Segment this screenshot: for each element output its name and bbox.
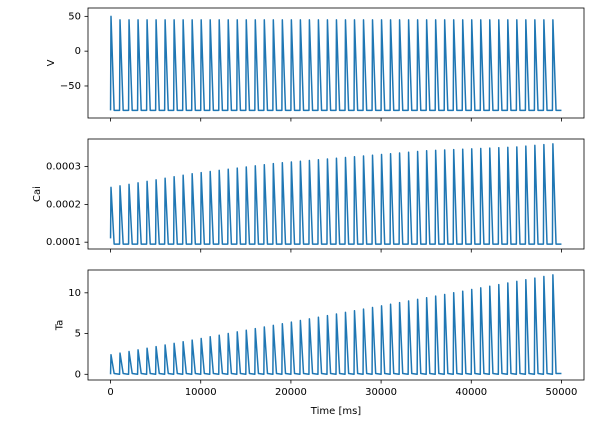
x-tick-label: 50000: [546, 387, 578, 398]
y-tick-label: 5: [75, 329, 81, 340]
x-tick-label: 10000: [185, 387, 217, 398]
x-tick-label: 40000: [455, 387, 487, 398]
y-tick-label: 0.0002: [46, 199, 81, 210]
x-axis-label: Time [ms]: [310, 406, 362, 417]
data-line: [109, 15, 562, 112]
y-tick-label: 0: [75, 369, 81, 380]
y-tick-label: 10: [68, 288, 81, 299]
y-axis-label: Ta: [54, 320, 65, 332]
y-tick-label: 0.0003: [46, 162, 81, 173]
y-tick-label: 0: [75, 46, 81, 57]
y-axis-label: Cai: [32, 186, 43, 202]
data-line: [109, 143, 562, 245]
x-tick-label: 30000: [365, 387, 397, 398]
y-tick-label: 50: [68, 11, 81, 22]
plot-area: [109, 274, 562, 376]
y-tick-label: −50: [60, 81, 81, 92]
axes-frame: [87, 138, 585, 250]
x-tick-label: 20000: [275, 387, 307, 398]
plot-area: [109, 15, 562, 112]
plot-area: [109, 143, 562, 245]
data-line: [109, 274, 562, 376]
x-tick-label: 0: [107, 387, 113, 398]
y-axis-label: V: [46, 59, 57, 66]
axes-frame: [87, 7, 585, 119]
axes-frame: [87, 269, 585, 381]
y-tick-label: 0.0001: [46, 237, 81, 248]
